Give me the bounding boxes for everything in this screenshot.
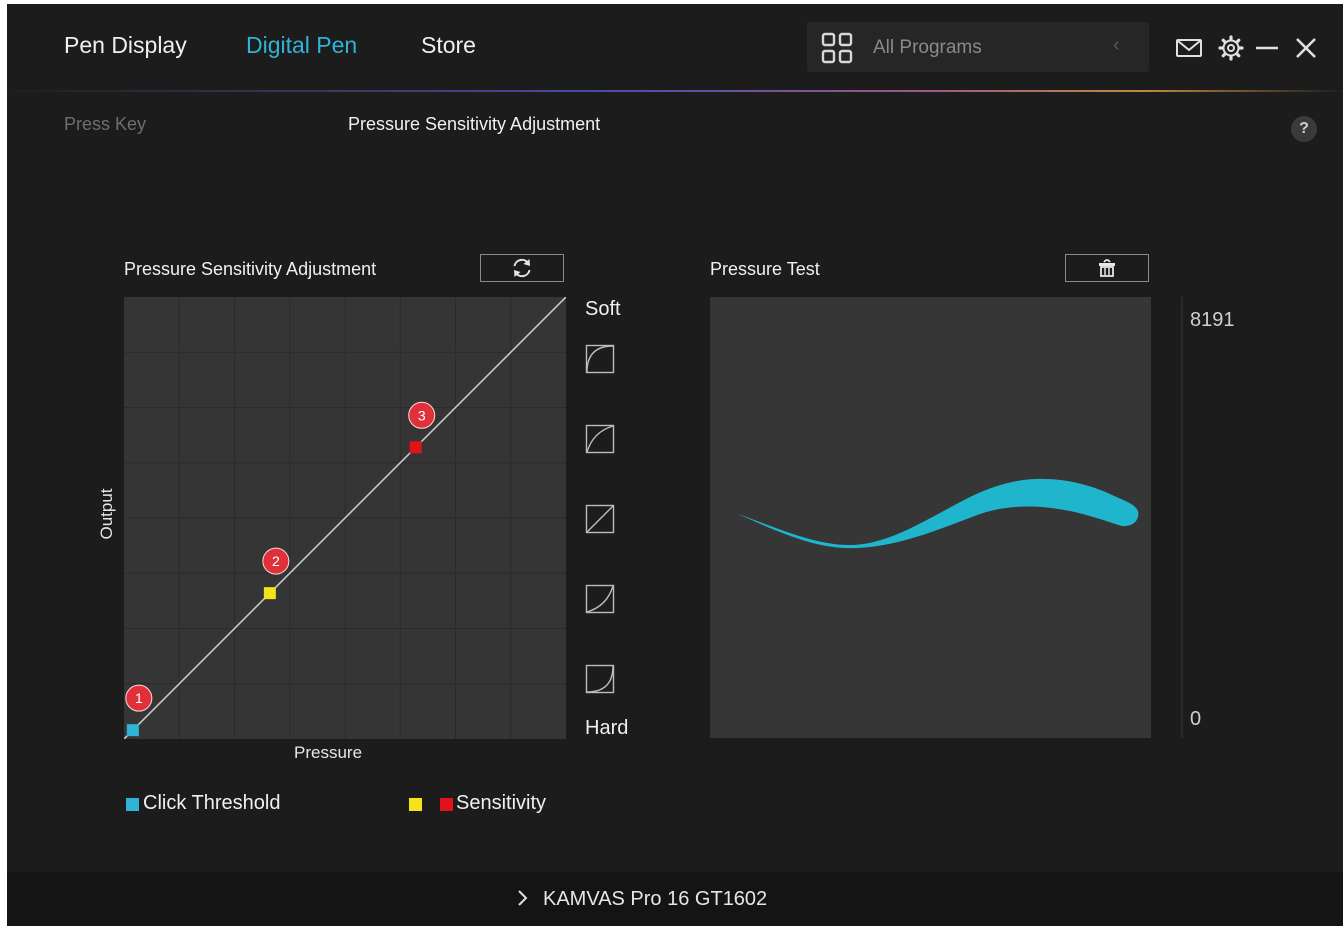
mail-icon[interactable] <box>1175 34 1203 62</box>
y-axis-label: Output <box>97 488 116 540</box>
control-point-2[interactable] <box>263 587 276 600</box>
tab-store[interactable]: Store <box>421 32 476 58</box>
subtab-pressure-sensitivity[interactable]: Pressure Sensitivity Adjustment <box>348 114 601 134</box>
chevron-right-icon[interactable] <box>512 886 532 910</box>
program-select[interactable]: All Programs ‹ <box>807 22 1149 72</box>
chevron-left-icon[interactable]: ‹ <box>1113 34 1120 56</box>
curve-panel-title: Pressure Sensitivity Adjustment <box>124 259 377 279</box>
eraser-icon <box>1099 259 1115 277</box>
preset-hard-icon[interactable] <box>585 584 615 614</box>
device-name: KAMVAS Pro 16 GT1602 <box>543 888 768 910</box>
refresh-icon <box>513 258 531 278</box>
top-bar: Pen Display Digital Pen Store All Progra… <box>7 4 1343 90</box>
preset-hardest-icon[interactable] <box>585 664 615 694</box>
subtab-press-key[interactable]: Press Key <box>64 114 147 134</box>
scale-max-label: 8191 <box>1190 309 1235 331</box>
app-window: Pen Display Digital Pen Store All Progra… <box>7 4 1343 926</box>
clear-test-button[interactable] <box>1065 254 1149 282</box>
sensitivity-legend: Sensitivity <box>456 792 547 814</box>
point-badge-3 <box>408 401 436 429</box>
grid-icon <box>821 32 853 64</box>
soft-label: Soft <box>585 298 621 320</box>
click-threshold-swatch <box>126 798 139 811</box>
help-icon[interactable]: ? <box>1291 116 1317 142</box>
sensitivity-swatch-red <box>440 798 453 811</box>
curve-line <box>124 297 566 739</box>
scale-min-label: 0 <box>1190 708 1202 730</box>
header-divider <box>7 90 1343 92</box>
reset-curve-button[interactable] <box>480 254 564 282</box>
hard-label: Hard <box>585 717 629 739</box>
pen-stroke <box>738 478 1139 549</box>
pressure-test-area[interactable] <box>710 297 1151 738</box>
point-badge-label: 1 <box>135 690 143 706</box>
point-badge-label: 2 <box>272 553 280 569</box>
close-icon[interactable] <box>1292 34 1320 62</box>
control-point-3[interactable] <box>409 441 422 454</box>
program-select-label: All Programs <box>873 37 982 58</box>
x-axis-label: Pressure <box>294 743 363 762</box>
curve-points[interactable]: 1 2 3 <box>125 401 436 737</box>
sensitivity-swatch-yellow <box>409 798 422 811</box>
point-badge-1 <box>125 684 153 712</box>
point-badge-label: 3 <box>418 407 426 423</box>
preset-soft-icon[interactable] <box>585 424 615 454</box>
control-point-1[interactable] <box>126 724 139 737</box>
pressure-scale <box>1181 297 1183 738</box>
pressure-test-title: Pressure Test <box>710 259 820 279</box>
tab-pen-display[interactable]: Pen Display <box>64 32 187 58</box>
click-threshold-legend: Click Threshold <box>143 792 281 814</box>
minimize-icon[interactable] <box>1253 34 1281 62</box>
device-bar[interactable]: KAMVAS Pro 16 GT1602 <box>7 872 1343 926</box>
pressure-curve-graph[interactable]: 1 2 3 <box>124 297 566 739</box>
gear-icon[interactable] <box>1217 34 1245 62</box>
preset-linear-icon[interactable] <box>585 504 615 534</box>
tab-digital-pen[interactable]: Digital Pen <box>246 32 358 58</box>
preset-softest-icon[interactable] <box>585 344 615 374</box>
point-badge-2 <box>262 547 290 575</box>
